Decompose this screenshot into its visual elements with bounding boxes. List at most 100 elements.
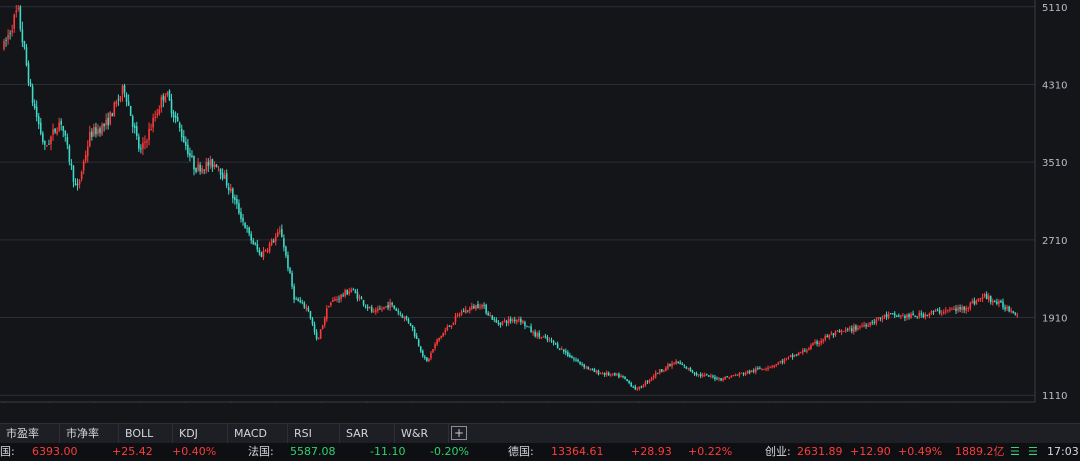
- candle-body: [689, 367, 692, 372]
- candle-body: [875, 319, 878, 323]
- candle-body: [583, 364, 585, 368]
- candle-body: [599, 373, 602, 375]
- candle-body: [254, 243, 257, 245]
- candle-body: [70, 163, 73, 166]
- candle-body: [922, 314, 925, 317]
- candle-body: [397, 311, 400, 313]
- candle-body: [959, 307, 961, 310]
- candle-body: [853, 326, 855, 332]
- tab-sar[interactable]: SAR: [340, 424, 395, 443]
- candle-body: [150, 129, 152, 131]
- candle-body: [29, 82, 32, 86]
- candle-body: [914, 316, 916, 317]
- candle-body: [656, 372, 659, 374]
- tab-kdj[interactable]: KDJ: [173, 424, 228, 443]
- candle-body: [448, 326, 451, 327]
- y-tick-label: 3510: [1042, 158, 1067, 169]
- candle-body: [123, 85, 126, 93]
- candle-body: [920, 313, 923, 315]
- candle-body: [191, 155, 193, 157]
- candle-body: [313, 324, 316, 332]
- candle-body: [152, 117, 154, 128]
- candle-body: [1014, 312, 1017, 315]
- candle-body: [458, 314, 461, 316]
- tab-pe-ratio[interactable]: 市盈率: [0, 424, 60, 443]
- candle-body: [797, 352, 800, 356]
- candle-body: [272, 240, 275, 242]
- candle-body: [771, 366, 773, 368]
- tab-wr[interactable]: W&R: [395, 424, 449, 443]
- candle-body: [895, 316, 898, 317]
- candle-body: [900, 315, 902, 317]
- candle-body: [597, 370, 600, 375]
- candle-body: [705, 374, 708, 376]
- candle-body: [963, 306, 965, 310]
- candle-body: [262, 250, 265, 258]
- candle-body: [260, 252, 263, 257]
- candle-body: [287, 254, 289, 269]
- candle-body: [426, 357, 428, 361]
- candle-body: [767, 367, 769, 369]
- candle-body: [76, 184, 79, 186]
- candle-body: [84, 155, 87, 161]
- ticker-value-4: 2631.89: [797, 445, 843, 458]
- candle-body: [936, 309, 939, 311]
- candle-body: [182, 136, 185, 143]
- candle-body: [109, 111, 112, 125]
- candle-body: [138, 136, 140, 149]
- candle-body: [752, 370, 755, 372]
- candle-body: [25, 47, 28, 66]
- candle-body: [154, 116, 156, 118]
- candle-body: [140, 148, 142, 150]
- index-ticker-bar: 国: 6393.00 +25.42 +0.40% 法国: 5587.08 -11…: [0, 443, 1080, 461]
- candle-body: [932, 311, 935, 313]
- candle-body: [934, 310, 937, 312]
- candle-body: [256, 244, 259, 250]
- tab-boll[interactable]: BOLL: [119, 424, 173, 443]
- candle-body: [801, 350, 804, 353]
- candle-body: [947, 309, 949, 311]
- candle-body: [487, 312, 489, 316]
- tab-pb-ratio[interactable]: 市净率: [60, 424, 119, 443]
- candle-body: [556, 343, 559, 349]
- candle-body: [27, 63, 30, 84]
- candle-layer: [3, 4, 1019, 391]
- candle-body: [428, 358, 430, 362]
- plus-icon[interactable]: +: [451, 426, 467, 440]
- candle-body: [1002, 301, 1004, 308]
- candle-body: [938, 310, 941, 314]
- candle-body: [571, 356, 573, 359]
- candle-body: [133, 125, 136, 128]
- candle-body: [855, 325, 857, 330]
- candle-body: [630, 382, 632, 387]
- candle-body: [244, 222, 246, 229]
- candle-body: [873, 322, 876, 324]
- candle-body: [897, 315, 900, 317]
- candle-body: [949, 309, 951, 311]
- candle-body: [417, 339, 420, 346]
- candle-body: [687, 367, 690, 369]
- candle-body: [166, 92, 169, 96]
- menu-lines-icon[interactable]: ☰: [1010, 445, 1020, 458]
- candle-body: [953, 308, 955, 310]
- ticker-change-2: -11.10: [370, 445, 406, 458]
- candle-body: [7, 34, 9, 40]
- candle-body: [346, 289, 349, 295]
- candle-body: [795, 354, 798, 356]
- candle-body: [142, 142, 144, 149]
- candle-body: [193, 156, 195, 170]
- tab-rsi[interactable]: RSI: [288, 424, 340, 443]
- candle-body: [520, 318, 522, 323]
- candle-body: [340, 294, 342, 299]
- tab-macd[interactable]: MACD: [228, 424, 288, 443]
- candle-body: [889, 313, 892, 315]
- list-lines-icon[interactable]: ☰: [1028, 445, 1038, 458]
- candle-body: [97, 129, 99, 134]
- candle-body: [240, 212, 242, 220]
- candle-body: [640, 386, 643, 388]
- candle-body: [372, 311, 375, 313]
- candle-body: [189, 153, 191, 157]
- candle-body: [742, 373, 745, 375]
- candle-body: [750, 370, 753, 373]
- candle-body: [452, 322, 455, 325]
